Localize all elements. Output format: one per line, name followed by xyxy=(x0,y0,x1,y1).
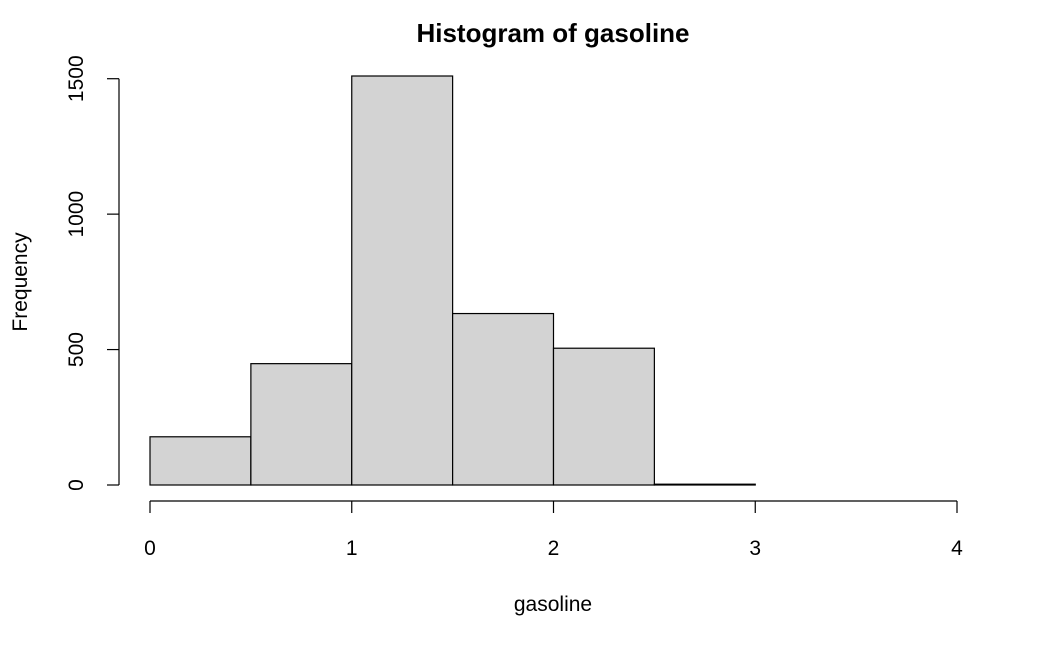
x-tick-label: 2 xyxy=(548,537,560,560)
histogram-bar xyxy=(351,75,454,486)
x-tick-label: 4 xyxy=(951,537,963,560)
histogram-bar xyxy=(149,436,252,486)
x-tick-label: 3 xyxy=(749,537,761,560)
x-tick-label: 1 xyxy=(346,537,358,560)
y-tick-label: 1500 xyxy=(65,55,88,102)
bars-group xyxy=(149,75,756,486)
histogram-bar xyxy=(452,312,555,486)
y-axis-label: Frequency xyxy=(9,232,32,332)
x-axis: 0 1 2 3 4 xyxy=(144,500,963,560)
x-tick-label: 0 xyxy=(144,537,156,560)
histogram-bar xyxy=(552,347,655,486)
y-axis: 0 500 1000 1500 xyxy=(65,55,120,491)
x-axis-label: gasoline xyxy=(514,593,592,616)
histogram-bar xyxy=(250,363,353,486)
chart-title: Histogram of gasoline xyxy=(416,18,689,48)
histogram-bar xyxy=(653,483,756,486)
y-tick-label: 500 xyxy=(65,332,88,367)
y-tick-label: 0 xyxy=(65,479,88,491)
y-tick-label: 1000 xyxy=(65,191,88,238)
